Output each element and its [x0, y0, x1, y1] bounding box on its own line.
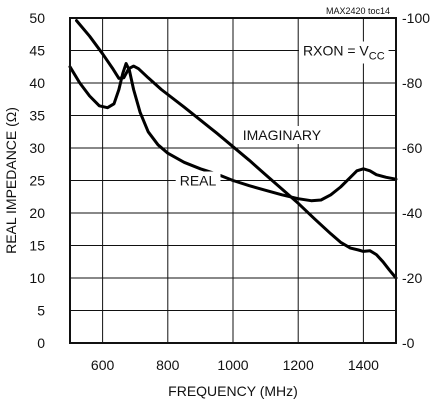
y-tick-label: 45: [29, 43, 45, 59]
y-tick-label: 50: [29, 10, 45, 26]
x-tick-label: 800: [156, 357, 180, 373]
condition-annotation: RXON = VCC: [299, 41, 396, 64]
y-tick-label: 0: [37, 335, 45, 351]
series-label-imaginary: IMAGINARY: [243, 127, 322, 143]
condition-subscript: CC: [369, 51, 385, 63]
y-tick-label: 35: [29, 108, 45, 124]
y-tick-label: 15: [29, 238, 45, 254]
y-tick-label: 5: [37, 303, 45, 319]
x-axis-title: FREQUENCY (MHz): [168, 383, 298, 399]
x-tick-label: 1400: [348, 357, 379, 373]
condition-background: [299, 41, 389, 64]
y-tick-label: 25: [29, 173, 45, 189]
series-line-real: [68, 62, 398, 203]
y2-tick-label: -100: [402, 10, 430, 26]
y2-tick-label: -80: [402, 75, 422, 91]
x-tick-label: 1000: [217, 357, 248, 373]
plot-frame: [69, 17, 397, 344]
series-label-real: REAL: [180, 173, 217, 189]
y2-tick-label: -20: [402, 270, 422, 286]
x-tick-label: 1200: [283, 357, 314, 373]
y-tick-label: 40: [29, 75, 45, 91]
y2-tick-label: -40: [402, 205, 422, 221]
y-tick-label: 30: [29, 140, 45, 156]
x-tick-label: 600: [91, 357, 115, 373]
tick-labels: 600 800 1000 1200 1400 0 5 10 15 20 25 30 35 40 45 50 -0…: [29, 10, 430, 373]
series-labels: REAL IMAGINARY: [175, 126, 326, 190]
series-line-imaginary: [75, 19, 398, 280]
y-axis-title: REAL IMPEDANCE (Ω): [3, 107, 19, 254]
series-label-real-background: [175, 171, 221, 190]
figure-id-label: MAX2420 toc14: [326, 6, 390, 16]
curves: [68, 19, 398, 280]
series-label-imaginary-background: [238, 126, 326, 144]
y2-tick-label: -0: [402, 335, 415, 351]
y-tick-label: 20: [29, 205, 45, 221]
condition-text: RXON = V: [303, 43, 369, 59]
y2-tick-label: -60: [402, 140, 422, 156]
condition-label: RXON = VCC: [303, 43, 385, 63]
y-tick-label: 10: [29, 270, 45, 286]
